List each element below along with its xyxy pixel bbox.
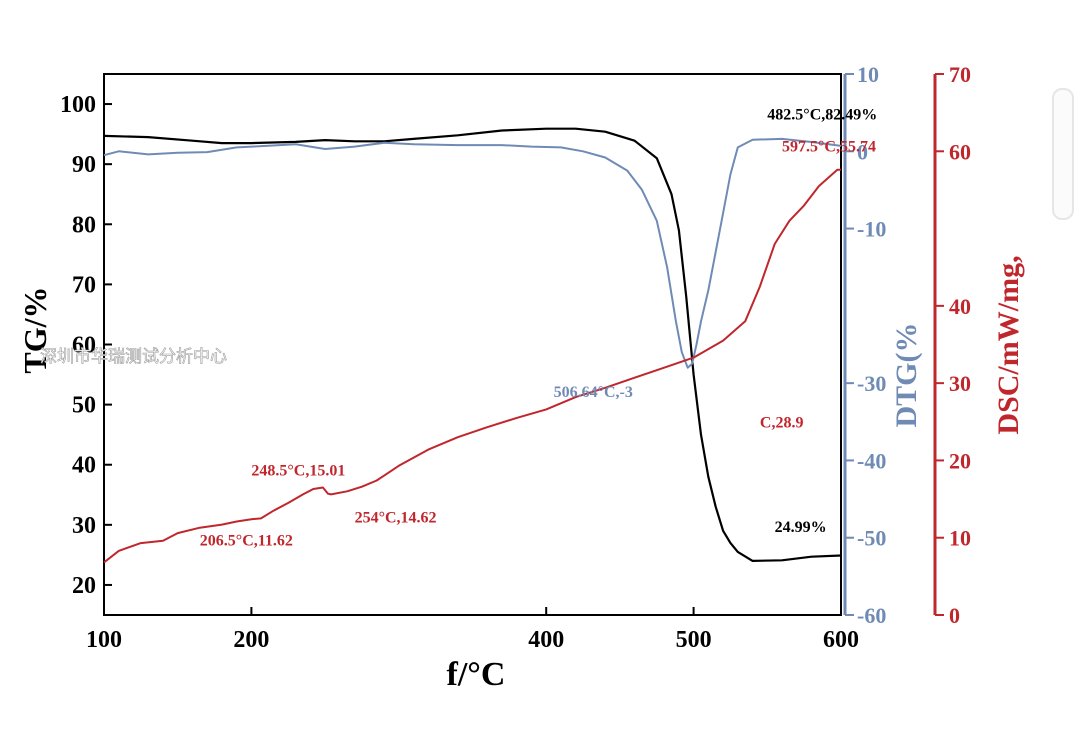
series-layer [103, 127, 842, 564]
tg-axis-ticks: 20 30 40 50 60 70 80 90 100 [60, 92, 112, 599]
scrollbar[interactable] [1052, 88, 1074, 220]
data-point-annotation: 597.5°C,55.74 [782, 139, 876, 156]
dtg-tick-label: 0 [857, 139, 868, 164]
dtg-axis: 10 0 -10 -30 -40 -50 -60 [843, 62, 886, 628]
dsc-tick-label: 0 [949, 603, 960, 628]
annotation-layer: 482.5°C,82.49% 597.5°C,55.74 506.64°C,-3 C,… [200, 107, 877, 550]
tg-tick-label: 100 [60, 92, 96, 118]
dtg-tick-label: -60 [857, 603, 886, 628]
dtg-tick-label: 10 [857, 62, 879, 87]
data-point-annotation: 24.99% [775, 519, 827, 536]
tg-series-line [103, 127, 842, 562]
x-tick-label: 400 [528, 627, 564, 653]
dsc-tick-label: 20 [949, 448, 971, 473]
dsc-tick-label: 10 [949, 526, 971, 551]
x-tick-label: 500 [676, 627, 712, 653]
dtg-tick-label: -50 [857, 526, 886, 551]
x-tick-label: 200 [233, 627, 269, 653]
x-tick-label: 100 [86, 627, 122, 653]
tg-tick-label: 40 [72, 453, 96, 479]
data-point-annotation: C,28.9 [760, 414, 804, 431]
dtg-tick-label: -10 [857, 217, 886, 242]
tg-tick-label: 30 [72, 513, 96, 539]
tg-tick-label: 70 [72, 272, 96, 298]
data-point-annotation: 482.5°C,82.49% [767, 107, 877, 124]
tg-tick-label: 90 [72, 152, 96, 178]
dtg-tick-label: -40 [857, 448, 886, 473]
watermark-text: 深圳市华瑞测试分析中心 [40, 347, 227, 366]
x-tick-label: 600 [823, 627, 859, 653]
dsc-tick-label: 30 [949, 371, 971, 396]
dtg-axis-title: DTG(% [890, 323, 923, 428]
dsc-tick-label: 70 [949, 62, 971, 87]
tg-tick-label: 50 [72, 393, 96, 419]
data-point-annotation: 254°C,14.62 [355, 509, 437, 526]
dsc-tick-label: 40 [949, 294, 971, 319]
x-axis-title: f/°C [447, 656, 506, 693]
dsc-tick-label: 60 [949, 139, 971, 164]
data-point-annotation: 248.5°C,15.01 [251, 463, 345, 480]
tg-axis-title: TG/% [17, 286, 53, 373]
dtg-series-line [103, 137, 842, 369]
data-point-annotation: 206.5°C,11.62 [200, 532, 293, 549]
tg-tick-label: 60 [72, 333, 96, 359]
dsc-series-line [103, 168, 841, 564]
dsc-axis: 0 10 20 30 40 60 70 [933, 62, 971, 628]
x-axis-ticks: 100 200 400 500 600 [86, 607, 859, 653]
tg-tick-label: 20 [72, 573, 96, 599]
data-point-annotation: 506.64°C,-3 [554, 384, 633, 401]
tg-tick-label: 80 [72, 212, 96, 238]
dsc-axis-title: DSC/mW/mg, [992, 255, 1025, 434]
dtg-tick-label: -30 [857, 371, 886, 396]
